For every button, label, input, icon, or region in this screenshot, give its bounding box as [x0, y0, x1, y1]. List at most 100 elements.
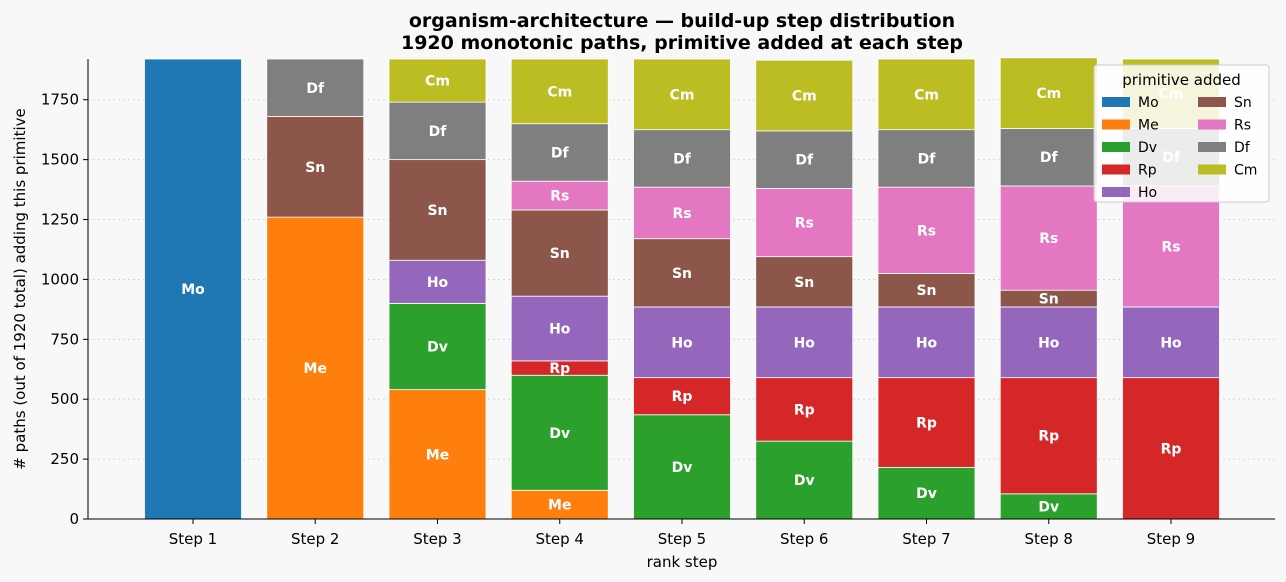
segment-label: Dv	[672, 460, 693, 476]
x-tick-label: Step 4	[536, 530, 584, 548]
legend-entry: Df	[1234, 140, 1251, 156]
x-tick-label: Step 7	[902, 530, 950, 548]
legend-entry: Dv	[1138, 140, 1157, 156]
segment-label: Rs	[917, 223, 936, 239]
legend: primitive added Mo Me Dv Rp Ho Sn Rs Df Cm	[1093, 64, 1270, 203]
segment-label: Me	[426, 447, 449, 463]
segment-label: Dv	[794, 473, 815, 489]
bar-segment	[999, 306, 1098, 379]
segment-label: Rs	[1161, 239, 1180, 255]
x-tick-label: Step 9	[1147, 530, 1195, 548]
legend-entry: Me	[1138, 118, 1159, 134]
bar-segment	[755, 440, 854, 520]
segment-label: Df	[551, 145, 570, 161]
bar-segment	[633, 186, 731, 240]
bars: Mo Me Sn Df Me Dv Ho Sn Df Cm Me Dv Rp Ho Sn Rs Df Cm Dv Rp…	[144, 57, 1220, 520]
bar-segment	[999, 493, 1098, 520]
bar-segment	[755, 256, 854, 308]
legend-swatch	[1102, 119, 1130, 130]
segment-label: Sn	[672, 266, 692, 282]
segment-label: Ho	[916, 335, 938, 351]
legend-entry: Rp	[1138, 163, 1157, 179]
y-tick-label: 1750	[41, 91, 79, 109]
segment-label: Ho	[427, 275, 449, 291]
bar-segment	[755, 187, 854, 258]
bar-segment	[633, 306, 731, 379]
bar-segment	[510, 58, 609, 125]
segment-label: Ho	[1038, 335, 1060, 351]
x-tick-label: Step 8	[1025, 530, 1073, 548]
bar-segment	[266, 216, 365, 520]
legend-entry: Sn	[1234, 95, 1252, 111]
segment-label: Rp	[1161, 441, 1182, 457]
segment-label: Ho	[549, 322, 571, 338]
x-tick-label: Step 5	[658, 530, 706, 548]
y-tick-label: 1500	[41, 151, 79, 169]
segment-label: Df	[673, 151, 692, 167]
bar-segment	[633, 129, 731, 188]
bar-segment	[144, 58, 242, 520]
segment-label: Sn	[916, 283, 936, 299]
x-tick-label: Step 3	[413, 530, 461, 548]
segment-label: Ho	[671, 335, 693, 351]
bar-segment	[999, 377, 1098, 495]
segment-label: Cm	[1036, 86, 1061, 102]
segment-label: Cm	[547, 84, 572, 100]
legend-swatch	[1102, 164, 1130, 175]
y-tick-label: 1000	[41, 270, 79, 288]
y-tick-label: 750	[50, 330, 79, 348]
x-tick-label: Step 2	[291, 530, 339, 548]
segment-label: Mo	[181, 282, 205, 298]
segment-label: Df	[918, 151, 937, 167]
y-tick-label: 250	[50, 450, 79, 468]
segment-label: Rs	[672, 206, 691, 222]
bar-segment	[877, 467, 976, 520]
y-tick-label: 1250	[41, 211, 79, 229]
segment-label: Df	[306, 81, 325, 97]
x-tick-label: Step 6	[780, 530, 828, 548]
segment-label: Dv	[427, 340, 448, 356]
segment-label: Df	[429, 124, 448, 140]
bar-segment	[999, 128, 1098, 187]
bar-segment	[510, 295, 609, 362]
bar-segment	[510, 374, 609, 491]
y-tick-label: 0	[69, 510, 79, 528]
bar-segment	[388, 159, 487, 261]
bar-segment	[755, 59, 854, 132]
bar-segment	[633, 414, 731, 520]
bar-segment	[388, 101, 487, 161]
segment-label: Dv	[916, 486, 937, 502]
segment-label: Dv	[1038, 499, 1059, 515]
x-tick-label: Step 1	[169, 530, 217, 548]
legend-entry: Rs	[1234, 118, 1251, 134]
segment-label: Rp	[549, 361, 570, 377]
legend-swatch	[1198, 119, 1226, 130]
bar-segment	[510, 123, 609, 182]
legend-swatch	[1198, 97, 1226, 107]
chart-subtitle: 1920 monotonic paths, primitive added at…	[401, 32, 963, 54]
bar-segment	[877, 129, 976, 188]
bar-segment	[388, 58, 487, 103]
segment-label: Rs	[1039, 231, 1058, 247]
segment-label: Cm	[425, 74, 450, 90]
segment-label: Rs	[795, 216, 814, 232]
segment-label: Rp	[1038, 429, 1059, 445]
segment-label: Df	[795, 153, 814, 169]
bar-segment	[877, 273, 976, 308]
segment-label: Ho	[794, 335, 816, 351]
bar-segment	[388, 302, 487, 391]
axes: 0 250 500 750 1000 1250 1500 1750 Step 1 Step 2 St…	[41, 59, 1275, 548]
segment-label: Ho	[1160, 335, 1182, 351]
segment-label: Me	[548, 498, 571, 514]
bar-segment	[633, 58, 731, 131]
segment-label: Rp	[672, 389, 693, 405]
segment-label: Sn	[1039, 292, 1059, 308]
segment-label: Dv	[549, 426, 570, 442]
bar-segment	[1122, 377, 1220, 520]
bar-segment	[755, 377, 854, 442]
bar-segment	[633, 238, 731, 308]
segment-label: Df	[1040, 150, 1059, 166]
legend-swatch	[1102, 142, 1130, 152]
bar-segment	[388, 389, 487, 520]
y-tick-label: 500	[50, 390, 79, 408]
